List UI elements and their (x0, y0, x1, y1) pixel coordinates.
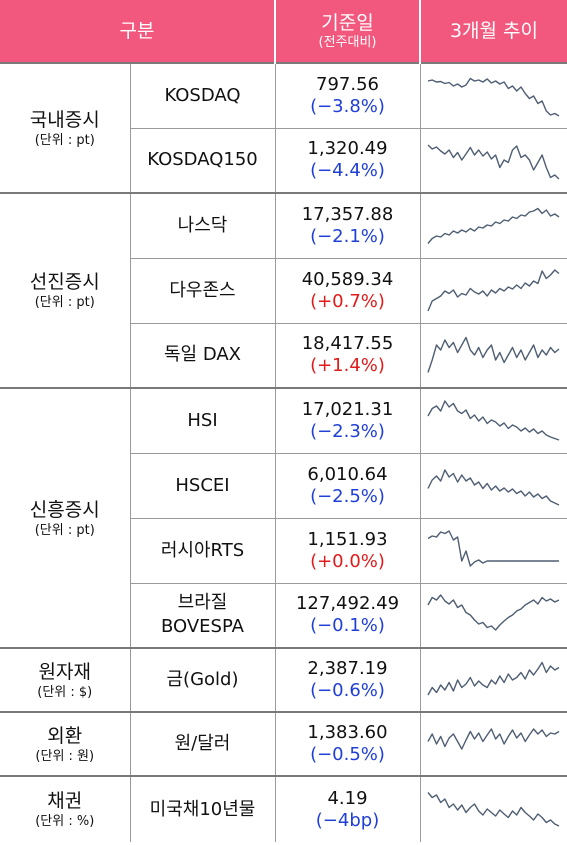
trend-sparkline (428, 77, 560, 117)
group-cell: 신흥증시 (단위 : pt) (0, 388, 131, 649)
index-name: KOSDAQ (130, 62, 276, 129)
trend-cell (420, 648, 567, 713)
table-row: 외환 (단위 : 원) 원/달러 1,383.60 (−0.5%) (0, 712, 567, 777)
table-row: KOSDAQ150 1,320.49 (−4.4%) (0, 128, 567, 194)
index-change: (−2.3%) (310, 420, 385, 442)
index-value-cell: 1,151.93 (+0.0%) (275, 518, 421, 584)
trend-sparkline (427, 144, 560, 180)
group-cell: 채권 (단위 : %) (0, 776, 131, 842)
trend-sparkline (427, 661, 560, 696)
table-row: 선진증시 (단위 : pt) 나스닥 17,357.88 (−2.1%) (0, 193, 567, 389)
group-cell: 원자재 (단위 : $) (0, 648, 131, 713)
index-change: (−3.8%) (310, 95, 385, 117)
trend-sparkline (427, 728, 560, 750)
index-name: 다우존스 (130, 258, 276, 324)
index-name: 브라질 BOVESPA (130, 583, 276, 649)
table-row: 러시아RTS 1,151.93 (+0.0%) (0, 518, 567, 584)
index-change: (−0.1%) (310, 615, 385, 637)
table-row: 독일 DAX 18,417.55 (+1.4%) (0, 323, 567, 389)
index-change: (+0.0%) (310, 550, 385, 572)
header-base-date: 기준일 (전주대비) (275, 0, 421, 63)
trend-cell (420, 453, 567, 519)
group-cell: 국내증시 (단위 : pt) (0, 62, 131, 194)
trend-cell (420, 776, 567, 842)
index-value: 17,021.31 (301, 398, 394, 420)
index-value-cell: 17,021.31 (−2.3%) (275, 388, 421, 454)
trend-sparkline (427, 207, 560, 244)
index-name: 금(Gold) (130, 648, 276, 713)
index-value-cell: 797.56 (−3.8%) (275, 62, 421, 129)
index-change: (−2.1%) (310, 225, 385, 247)
trend-sparkline (427, 791, 560, 827)
index-value-cell: 40,589.34 (+0.7%) (275, 258, 421, 324)
index-name: 러시아RTS (130, 518, 276, 584)
trend-cell (420, 583, 567, 649)
index-value: 2,387.19 (307, 658, 388, 679)
index-value: 1,383.60 (307, 722, 388, 743)
table-row: 신흥증시 (단위 : pt) HSI 17,021.31 (−2.3%) (0, 388, 567, 649)
trend-cell (420, 518, 567, 584)
index-value: 4.19 (327, 787, 368, 809)
index-value: 18,417.55 (301, 333, 394, 355)
index-value-cell: 1,383.60 (−0.5%) (275, 712, 421, 777)
table-row: 원자재 (단위 : $) 금(Gold) 2,387.19 (−0.6%) (0, 648, 567, 713)
index-value-cell: 127,492.49 (−0.1%) (275, 583, 421, 649)
header-row: 구분 기준일 (전주대비) 3개월 추이 (0, 0, 567, 63)
index-name: KOSDAQ150 (130, 128, 276, 194)
index-value-cell: 18,417.55 (+1.4%) (275, 323, 421, 389)
index-change: (−0.6%) (310, 680, 385, 701)
trend-sparkline (427, 529, 560, 567)
index-value-cell: 1,320.49 (−4.4%) (275, 128, 421, 194)
trend-sparkline (427, 594, 560, 631)
trend-sparkline (427, 468, 560, 506)
trend-sparkline (427, 400, 560, 441)
index-name: 원/달러 (130, 712, 276, 777)
trend-cell (420, 388, 567, 454)
index-change: (+1.4%) (310, 355, 385, 377)
trend-cell (420, 62, 567, 129)
index-value: 40,589.34 (301, 268, 394, 290)
index-change: (−0.5%) (310, 744, 385, 765)
table-row: 다우존스 40,589.34 (+0.7%) (0, 258, 567, 324)
index-value-cell: 17,357.88 (−2.1%) (275, 193, 421, 259)
group-cell: 선진증시 (단위 : pt) (0, 193, 131, 389)
index-change: (−2.5%) (310, 485, 385, 507)
table-row: 국내증시 (단위 : pt) KOSDAQ 797.56 (−3.8%) (0, 62, 567, 194)
index-value: 6,010.64 (307, 463, 388, 485)
header-category: 구분 (0, 0, 276, 63)
index-name: 미국채10년물 (130, 776, 276, 842)
table-row: 브라질 BOVESPA 127,492.49 (−0.1%) (0, 583, 567, 649)
trend-cell (420, 323, 567, 389)
index-name: HSCEI (130, 453, 276, 519)
table-row: 채권 (단위 : %) 미국채10년물 4.19 (−4bp) (0, 776, 567, 842)
index-change: (−4.4%) (310, 160, 385, 182)
index-value-cell: 4.19 (−4bp) (275, 776, 421, 842)
index-value: 797.56 (316, 73, 379, 95)
header-trend: 3개월 추이 (420, 0, 567, 63)
index-name: 나스닥 (130, 193, 276, 259)
index-value: 1,320.49 (307, 138, 388, 160)
index-change: (+0.7%) (310, 290, 385, 312)
trend-cell (420, 258, 567, 324)
trend-sparkline (427, 337, 560, 373)
group-cell: 외환 (단위 : 원) (0, 712, 131, 777)
table-row: HSCEI 6,010.64 (−2.5%) (0, 453, 567, 519)
index-value: 1,151.93 (307, 528, 388, 550)
trend-cell (420, 193, 567, 259)
index-value-cell: 2,387.19 (−0.6%) (275, 648, 421, 713)
index-name: HSI (130, 388, 276, 454)
trend-sparkline (427, 268, 560, 311)
trend-cell (420, 712, 567, 777)
index-value: 17,357.88 (301, 203, 394, 225)
trend-cell (420, 128, 567, 194)
index-value-cell: 6,010.64 (−2.5%) (275, 453, 421, 519)
index-value: 127,492.49 (295, 593, 400, 615)
index-name: 독일 DAX (130, 323, 276, 389)
index-change: (−4bp) (315, 809, 380, 831)
